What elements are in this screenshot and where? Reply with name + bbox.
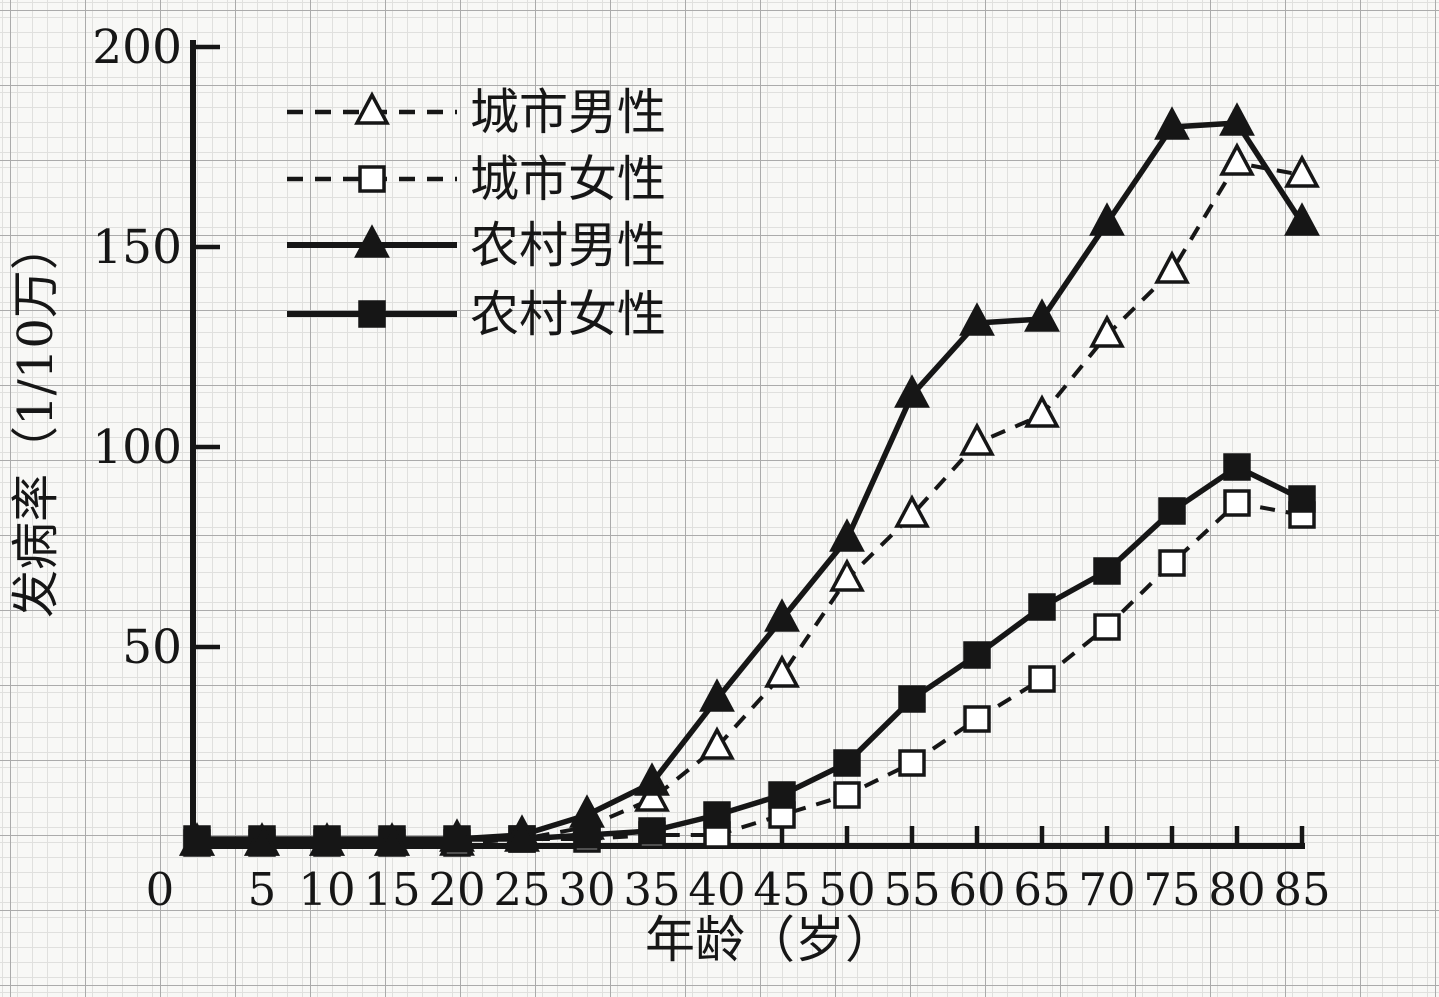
marker-triangle-open — [764, 654, 800, 688]
marker-triangle-filled — [309, 822, 345, 856]
marker-triangle-open — [829, 558, 865, 592]
series-line-rural-male — [197, 120, 1305, 846]
data-series — [179, 102, 1320, 857]
marker-square-open — [1093, 613, 1121, 641]
x-tick-label: 30 — [558, 863, 615, 916]
marker-triangle-filled — [374, 822, 410, 856]
marker-square-open — [1158, 549, 1186, 577]
x-tick-label: 45 — [753, 863, 810, 916]
marker-square-filled — [703, 801, 731, 829]
marker-triangle-open — [1024, 394, 1060, 428]
marker-triangle-filled — [634, 762, 670, 796]
marker-triangle-filled — [244, 822, 280, 856]
marker-square-open — [358, 165, 386, 193]
marker-square-open — [833, 781, 861, 809]
marker-square-filled — [638, 817, 666, 845]
y-tick-label: 150 — [92, 220, 182, 275]
marker-triangle-filled — [504, 814, 540, 848]
marker-triangle-filled — [439, 818, 475, 852]
legend-label: 城市女性 — [470, 151, 666, 208]
x-axis-title: 年龄（岁） — [645, 911, 895, 969]
marker-square-filled — [833, 749, 861, 777]
marker-triangle-filled — [1024, 298, 1060, 332]
y-tick-label: 50 — [122, 620, 182, 675]
x-tick-label: 10 — [298, 863, 355, 916]
marker-square-open — [898, 749, 926, 777]
x-tick-label: 55 — [883, 863, 940, 916]
marker-square-filled — [1093, 557, 1121, 585]
legend-item-urban-female: 城市女性 — [287, 151, 666, 208]
x-tick-label: 75 — [1143, 863, 1200, 916]
x-tick-label: 15 — [363, 863, 420, 916]
marker-triangle-filled — [829, 518, 865, 552]
marker-square-open — [1028, 665, 1056, 693]
legend-item-urban-male: 城市男性 — [287, 84, 666, 141]
marker-triangle-filled — [764, 598, 800, 632]
legend-item-rural-female: 农村女性 — [287, 286, 666, 343]
marker-square-filled — [358, 300, 386, 328]
y-tick-label: 100 — [92, 420, 182, 475]
marker-triangle-open — [1284, 154, 1320, 188]
x-tick-label: 80 — [1208, 863, 1265, 916]
marker-triangle-filled — [1089, 202, 1125, 236]
marker-triangle-open — [699, 726, 735, 760]
x-tick-label: 5 — [248, 863, 277, 916]
marker-square-filled — [898, 685, 926, 713]
series-rural-female — [183, 453, 1316, 853]
marker-triangle-open — [959, 422, 995, 456]
marker-square-open — [1223, 489, 1251, 517]
x-tick-label: 70 — [1078, 863, 1135, 916]
marker-square-open — [963, 705, 991, 733]
legend-label: 农村男性 — [470, 217, 666, 274]
x-tick-label: 60 — [948, 863, 1005, 916]
legend-label: 城市男性 — [470, 84, 666, 141]
x-tick-label: 0 — [146, 863, 175, 916]
x-tick-label: 20 — [428, 863, 485, 916]
marker-triangle-filled — [959, 302, 995, 336]
marker-square-filled — [1158, 497, 1186, 525]
marker-triangle-open — [634, 778, 670, 812]
series-urban-male — [179, 142, 1320, 856]
marker-square-filled — [768, 781, 796, 809]
marker-square-filled — [1223, 453, 1251, 481]
marker-triangle-open — [894, 494, 930, 528]
marker-square-filled — [1028, 593, 1056, 621]
marker-triangle-filled — [1284, 202, 1320, 236]
series-line-rural-female — [197, 464, 1304, 842]
marker-triangle-open — [1154, 250, 1190, 284]
marker-square-filled — [1288, 485, 1316, 513]
x-tick-label: 85 — [1273, 863, 1330, 916]
marker-triangle-filled — [699, 678, 735, 712]
marker-triangle-filled — [354, 224, 390, 258]
marker-triangle-open — [1219, 142, 1255, 176]
series-rural-male — [179, 102, 1320, 856]
marker-triangle-filled — [894, 374, 930, 408]
series-line-urban-female — [197, 501, 1303, 845]
x-tick-label: 25 — [493, 863, 550, 916]
y-axis-title: 发病率（1/10万） — [8, 222, 64, 618]
marker-triangle-filled — [1219, 102, 1255, 136]
x-tick-label: 35 — [623, 863, 680, 916]
series-line-urban-male — [197, 161, 1303, 845]
x-tick-label: 65 — [1013, 863, 1070, 916]
legend-label: 农村女性 — [470, 286, 666, 343]
marker-triangle-filled — [569, 794, 605, 828]
x-tick-label: 40 — [688, 863, 745, 916]
y-tick-label: 200 — [92, 20, 182, 75]
legend-item-rural-male: 农村男性 — [287, 217, 666, 274]
marker-square-filled — [963, 641, 991, 669]
series-urban-female — [183, 489, 1316, 857]
x-tick-label: 50 — [818, 863, 875, 916]
marker-triangle-open — [354, 91, 390, 125]
axes — [190, 40, 1305, 849]
marker-triangle-filled — [179, 822, 215, 856]
marker-triangle-open — [1089, 314, 1125, 348]
marker-triangle-filled — [1154, 106, 1190, 140]
